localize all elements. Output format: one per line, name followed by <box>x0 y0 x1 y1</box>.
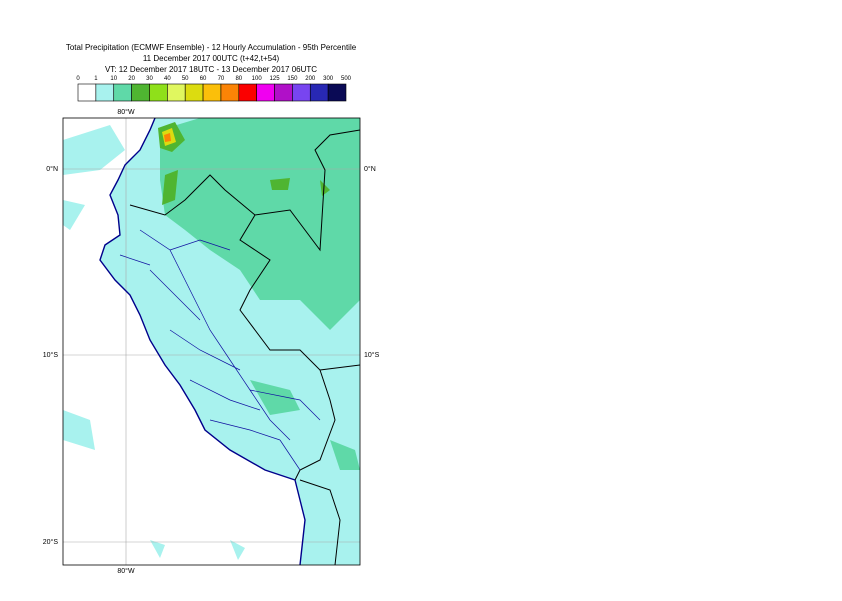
legend-label: 300 <box>323 76 334 82</box>
legend-label: 80 <box>235 76 242 82</box>
legend-swatch <box>274 83 293 102</box>
legend-label: 20 <box>128 76 135 82</box>
legend-label: 200 <box>305 76 316 82</box>
legend: 0 1 10 20 30 40 50 60 70 80 100 125 150 200 300 500 <box>76 76 352 102</box>
legend-label: 60 <box>200 76 207 82</box>
subtitle: 11 December 2017 00UTC (t+42,t+54) <box>143 54 280 63</box>
legend-swatch <box>256 83 275 102</box>
legend-label: 500 <box>341 76 352 82</box>
legend-label: 30 <box>146 76 153 82</box>
legend-swatch <box>113 83 132 102</box>
legend-label: 50 <box>182 76 189 82</box>
legend-label: 70 <box>218 76 225 82</box>
legend-label: 0 <box>76 76 80 82</box>
lat-label: 0°N <box>46 165 58 173</box>
legend-swatch <box>149 83 168 102</box>
legend-swatch <box>238 83 257 102</box>
legend-swatch <box>292 83 311 102</box>
legend-label: 1 <box>94 76 98 82</box>
map-frame <box>62 117 361 566</box>
lon-label: 80°W <box>117 567 135 575</box>
legend-swatch <box>184 83 204 102</box>
title: Total Precipitation (ECMWF Ensemble) - 1… <box>66 43 357 52</box>
legend-label: 150 <box>287 76 298 82</box>
legend-swatch <box>202 83 222 102</box>
legend-swatch <box>131 83 150 102</box>
lat-label: 0°N <box>364 165 376 173</box>
legend-swatch <box>77 83 97 102</box>
legend-swatch <box>220 83 240 102</box>
ocean-precip <box>63 125 245 560</box>
legend-swatch <box>327 83 347 102</box>
valid-time: VT: 12 December 2017 18UTC - 13 December… <box>105 65 317 74</box>
region-borders <box>119 229 321 471</box>
map: 80°W 80°W 0°N 0°N 10°S 10°S 20°S <box>43 108 380 575</box>
rain-core <box>158 122 330 205</box>
coastline <box>99 118 306 565</box>
legend-swatch <box>309 83 329 102</box>
lat-label: 20°S <box>43 538 59 546</box>
lat-label: 10°S <box>43 351 59 359</box>
legend-label: 100 <box>252 76 263 82</box>
legend-label: 40 <box>164 76 171 82</box>
heavier-precip <box>160 118 360 470</box>
legend-swatch <box>167 83 186 102</box>
legend-label: 125 <box>270 76 281 82</box>
rain-max <box>164 133 171 142</box>
country-borders <box>129 129 360 565</box>
legend-label: 10 <box>110 76 117 82</box>
lon-label: 80°W <box>117 108 135 116</box>
lat-label: 10°S <box>364 351 380 359</box>
legend-swatch <box>95 83 115 102</box>
